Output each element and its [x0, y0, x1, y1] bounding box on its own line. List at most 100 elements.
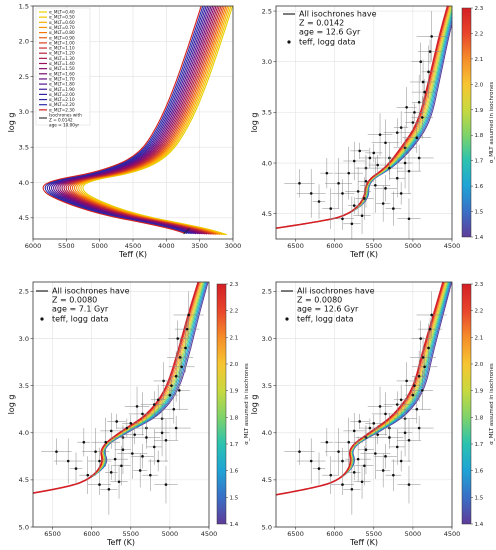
legend-label: age = 7.1 Gyr: [52, 305, 109, 314]
data-point: [395, 445, 399, 449]
data-point: [309, 459, 313, 463]
colorbar-tick-label: 1.8: [475, 133, 484, 139]
data-point: [423, 90, 426, 94]
data-point: [399, 126, 403, 129]
y-tick-label: 4.0: [262, 159, 272, 167]
y-tick-label: 2.5: [262, 7, 272, 15]
data-point: [372, 422, 376, 425]
data-point: [131, 452, 134, 455]
colorbar-gradient: [461, 7, 472, 238]
colorbar-label: α_MLT assumed in isochrones: [489, 363, 495, 445]
data-point: [109, 429, 113, 433]
legend-label: teff, logg data: [297, 315, 354, 324]
data-point: [164, 439, 168, 442]
data-point: [149, 473, 152, 477]
data-point: [98, 483, 101, 486]
legend-marker: [287, 40, 291, 44]
data-point: [156, 398, 160, 402]
legend-label: All isochrones have: [299, 10, 377, 19]
axes-frame: [32, 281, 210, 528]
data-point: [138, 469, 142, 472]
axes-frame: [275, 5, 453, 240]
data-point: [417, 100, 421, 104]
data-point: [430, 313, 433, 317]
colorbar: 1.4 1.5 1.6 1.7 1.8 1.9 2.0 2.1 2.2 2.3 α_MLT assu…: [461, 6, 495, 241]
data-point: [298, 450, 301, 453]
data-point: [325, 171, 329, 175]
legend-label: α_MLT=0.70: [49, 25, 75, 30]
data-point: [360, 214, 364, 217]
panel-top-right: 6500 6000 5500 5000 4500 2.5 3.0 3.5 4.0 4.5 Teff …: [250, 5, 495, 259]
data-point: [352, 471, 356, 474]
data-point: [420, 389, 424, 392]
isochrone-line: [276, 6, 449, 229]
legend-label: α_MLT=1.00: [49, 40, 75, 45]
data-point: [160, 431, 164, 435]
data-point: [421, 356, 425, 359]
data-point: [135, 405, 139, 408]
plot-content: [33, 282, 209, 515]
colorbar-tick-label: 2.0: [475, 82, 484, 88]
data-point: [417, 374, 421, 378]
data-point: [341, 459, 344, 463]
data-point: [407, 483, 411, 486]
legend-label: age = 12.6 Gyr: [297, 305, 359, 314]
data-point: [74, 467, 78, 470]
colorbar-tick-label: 1.6: [475, 184, 484, 190]
colorbar-tick-label: 2.2: [230, 309, 239, 315]
colorbar-gradient: [216, 283, 227, 525]
legend-label: α_MLT=1.50: [49, 66, 75, 71]
data-point: [341, 217, 344, 221]
data-point: [368, 426, 372, 430]
data-point: [117, 480, 121, 484]
x-tick-label: 5500: [58, 242, 75, 250]
axes-frame: [275, 281, 453, 528]
data-point: [145, 436, 148, 439]
data-point: [374, 452, 377, 455]
y-tick-label: 4.5: [19, 476, 29, 484]
colorbar-tick-label: 1.8: [475, 415, 484, 421]
data-point: [133, 433, 136, 436]
legend-label: α_MLT=0.90: [49, 35, 75, 40]
legend-label: All isochrones have: [297, 287, 375, 296]
data-point: [411, 393, 415, 397]
data-point: [419, 337, 423, 340]
y-tick-label: 3.5: [19, 144, 29, 152]
data-point: [298, 181, 301, 185]
data-point: [415, 407, 419, 411]
legend-label: α_MLT=1.80: [49, 82, 75, 87]
y-tick-label: 5.0: [262, 523, 272, 531]
data-point: [378, 405, 382, 408]
data-point: [168, 393, 172, 397]
data-point: [415, 136, 419, 139]
isochrone-line: [33, 282, 200, 494]
plot-content: [276, 282, 452, 515]
data-point: [423, 365, 426, 369]
legend-label: α_MLT=1.30: [49, 56, 75, 61]
plot-area: [33, 282, 209, 527]
data-point: [405, 106, 408, 109]
x-axis-label: Teff (K): [106, 538, 135, 547]
data-point: [317, 467, 321, 470]
colorbar-gradient: [461, 283, 472, 525]
x-tick-label: 6000: [25, 242, 42, 250]
x-tick-label: 5000: [91, 242, 108, 250]
data-point: [309, 192, 313, 195]
legend-label: α_MLT=2.20: [49, 102, 75, 107]
data-point: [185, 327, 189, 331]
x-axis-label: Teff (K): [349, 250, 378, 259]
y-tick-label: 4.5: [19, 214, 29, 222]
data-point: [341, 192, 344, 195]
y-tick-label: 2.5: [19, 73, 29, 81]
panel-bottom-left: 6500 6000 5500 5000 4500 2.5 3.0 3.5 4.0 4.5 5.0 Te…: [7, 281, 250, 547]
legend-label: α_MLT=2.00: [49, 92, 75, 97]
x-tick-label: 6000: [83, 530, 100, 538]
data-point: [428, 50, 432, 53]
colorbar-tick-label: 2.2: [475, 31, 484, 37]
x-tick-label: 4500: [444, 242, 461, 250]
legend-label: Z = 0.0142: [299, 19, 344, 28]
data-point: [352, 204, 356, 207]
colorbar-tick-label: 1.8: [230, 415, 239, 421]
data-point: [329, 207, 333, 210]
data-point: [381, 469, 385, 472]
